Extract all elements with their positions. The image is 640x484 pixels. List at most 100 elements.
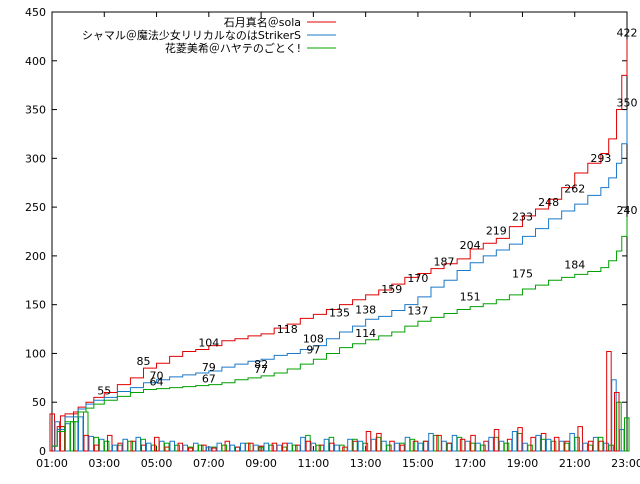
count-bar: [111, 444, 118, 452]
y-tick-label: 100: [25, 347, 46, 360]
count-bar: [574, 436, 580, 452]
data-label: 350: [617, 97, 638, 110]
data-label: 159: [381, 283, 402, 296]
x-tick-label: 13:00: [350, 457, 382, 470]
count-bar: [389, 440, 395, 452]
count-bar: [606, 350, 612, 452]
y-tick-label: 150: [25, 299, 46, 312]
data-label: 219: [486, 224, 507, 237]
count-bar: [248, 442, 254, 452]
y-tick-label: 450: [25, 6, 46, 19]
count-bar: [73, 411, 79, 452]
count-bar: [441, 440, 447, 452]
count-bar: [381, 440, 387, 452]
count-bar: [276, 444, 283, 452]
count-bar: [592, 436, 599, 452]
data-labels-layer: 85 104 118 135 159 187 219 248 293 422 70 79 82 108 13…: [97, 26, 637, 397]
count-bar: [198, 444, 204, 452]
data-label: 233: [512, 211, 533, 224]
x-tick-label: 03:00: [88, 457, 120, 470]
legend: 石月真名＠solaシャマル＠魔法少女リリカルなのはStrikerS花菱美希＠ハヤ…: [82, 15, 336, 55]
legend-label: 石月真名＠sola: [224, 15, 301, 29]
count-bar: [582, 442, 588, 452]
x-tick-label: 15:00: [402, 457, 434, 470]
data-label: 135: [329, 306, 350, 319]
count-bar: [619, 429, 625, 452]
count-bar: [127, 440, 133, 452]
count-bar: [511, 430, 518, 452]
count-bar: [318, 444, 325, 452]
data-label: 104: [198, 337, 219, 350]
data-label: 67: [202, 373, 216, 386]
count-bar: [245, 442, 251, 452]
count-bar: [428, 432, 434, 452]
count-bar: [480, 444, 486, 452]
count-bar: [229, 444, 236, 452]
count-bar: [106, 434, 113, 452]
data-label: 97: [306, 343, 320, 356]
bars-layer: [49, 350, 630, 452]
count-bar: [300, 436, 306, 452]
count-bar: [503, 442, 510, 452]
count-bar: [224, 440, 231, 452]
legend-label: 花菱美希＠ハヤテのごとく!: [165, 41, 301, 55]
count-bar: [193, 442, 199, 452]
count-bar: [323, 438, 330, 452]
data-label: 170: [407, 272, 428, 285]
data-label: 64: [150, 376, 164, 389]
y-tick-label: 250: [25, 201, 46, 214]
count-bar: [614, 391, 620, 452]
data-label: 422: [617, 26, 638, 39]
count-bar: [433, 434, 439, 452]
data-label: 82: [254, 358, 268, 371]
x-tick-label: 09:00: [245, 457, 277, 470]
count-bar: [334, 444, 340, 452]
data-label: 204: [460, 239, 481, 252]
count-bar: [517, 427, 523, 452]
count-bar: [347, 438, 353, 452]
count-bar: [451, 434, 458, 452]
data-label: 151: [460, 291, 481, 304]
x-tick-label: 21:00: [559, 457, 591, 470]
count-bar: [295, 444, 301, 452]
count-bar: [577, 426, 583, 452]
count-bar: [404, 436, 411, 452]
count-bar: [550, 440, 557, 452]
y-tick-label: 300: [25, 152, 46, 165]
count-bar: [603, 442, 609, 452]
count-bar: [506, 438, 513, 452]
data-label: 55: [97, 384, 111, 397]
count-bar: [292, 444, 298, 452]
count-bar: [122, 438, 128, 452]
lines-layer: [52, 39, 628, 447]
count-bar: [611, 379, 617, 452]
y-tick-label: 50: [32, 396, 46, 409]
count-bar: [464, 440, 471, 452]
count-bar: [135, 436, 141, 452]
data-label: 79: [202, 361, 216, 374]
x-tick-label: 17:00: [454, 457, 486, 470]
count-bar: [342, 446, 348, 452]
y-tick-label: 400: [25, 55, 46, 68]
data-label: 118: [277, 323, 298, 336]
count-bar: [177, 442, 184, 452]
count-bar: [182, 444, 189, 452]
series-line: [52, 109, 628, 447]
count-bar: [221, 444, 228, 452]
count-bar: [201, 444, 207, 452]
x-tick-label: 11:00: [298, 457, 330, 470]
x-tick-label: 01:00: [36, 457, 68, 470]
count-bar: [522, 442, 528, 452]
count-bar: [78, 416, 84, 452]
data-label: 85: [136, 355, 150, 368]
data-label: 137: [407, 304, 428, 317]
count-bar: [263, 442, 270, 452]
count-bar: [409, 438, 416, 452]
count-bar: [459, 438, 466, 452]
count-bar: [216, 442, 223, 452]
count-bar: [339, 444, 345, 452]
count-bar: [287, 442, 293, 452]
count-bar: [88, 435, 94, 452]
x-tick-label: 05:00: [141, 457, 173, 470]
y-tick-label: 0: [39, 445, 46, 458]
